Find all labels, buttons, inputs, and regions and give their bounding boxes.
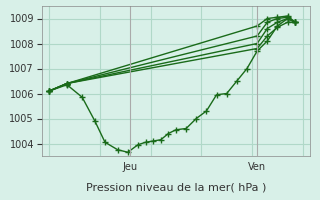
Text: Jeu: Jeu (123, 162, 138, 172)
Text: Ven: Ven (248, 162, 266, 172)
Text: Pression niveau de la mer( hPa ): Pression niveau de la mer( hPa ) (86, 183, 266, 193)
